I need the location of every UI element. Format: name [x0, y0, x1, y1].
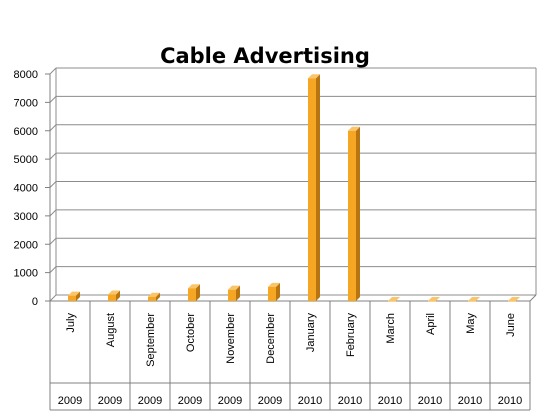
bar-front — [268, 286, 276, 301]
y-tick-label: 4000 — [14, 183, 38, 195]
y-tick-label: 7000 — [14, 97, 38, 109]
x-year-label: 2009 — [258, 395, 282, 407]
bar-top — [188, 284, 200, 289]
x-tick-label: December — [265, 313, 277, 364]
bar-top — [308, 74, 320, 79]
chart-title: Cable Advertising — [160, 44, 370, 68]
gridline-depth — [49, 209, 57, 217]
gridline-depth — [49, 124, 57, 132]
x-tick-label: April — [425, 313, 437, 335]
bar-side — [276, 282, 280, 301]
bar — [468, 297, 480, 302]
x-tick-label: September — [145, 313, 157, 367]
y-tick-label: 1000 — [14, 268, 38, 280]
grid-layer — [49, 67, 537, 302]
bar-top — [228, 285, 240, 290]
bar — [348, 126, 360, 301]
x-year-label: 2009 — [58, 395, 82, 407]
bar-top — [108, 290, 120, 295]
bar — [508, 297, 520, 302]
bar-front — [68, 295, 76, 301]
y-tick-label: 8000 — [14, 69, 38, 81]
bar-top — [388, 297, 400, 301]
x-year-label: 2010 — [498, 395, 522, 407]
bar — [428, 297, 440, 302]
gridline-depth — [49, 67, 57, 75]
gridline-depth — [49, 181, 57, 188]
bar-top — [428, 297, 440, 301]
gridline-depth — [49, 152, 57, 160]
x-year-label: 2010 — [458, 395, 482, 407]
x-tick-label: July — [65, 313, 77, 333]
bar-front — [188, 288, 196, 301]
y-tick-label: 3000 — [14, 211, 38, 223]
x-tick-label: January — [305, 313, 317, 353]
x-tick-label: November — [225, 313, 237, 364]
bar-top — [508, 297, 520, 301]
x-tick-label: June — [505, 313, 517, 337]
bar — [228, 285, 240, 301]
y-tick-label: 0 — [32, 296, 38, 308]
bar-top — [348, 126, 360, 131]
bar-side — [316, 74, 320, 301]
bar-front — [108, 294, 116, 301]
bar-front — [228, 289, 236, 301]
bar-front — [388, 301, 396, 302]
bar — [308, 74, 320, 301]
y-axis-ticks: 0 1000 2000 3000 4000 5000 6000 7000 8000 — [14, 69, 50, 308]
floor-right-edge — [529, 294, 537, 302]
x-tick-label: March — [385, 313, 397, 344]
y-tick-label: 2000 — [14, 239, 38, 251]
bar — [68, 291, 80, 301]
bar — [388, 297, 400, 302]
x-year-label: 2010 — [298, 395, 322, 407]
bar-side — [116, 290, 120, 301]
y-tick-label: 6000 — [14, 126, 38, 138]
x-year-label: 2010 — [378, 395, 402, 407]
bar-side — [236, 285, 240, 301]
bar-side — [156, 292, 160, 301]
bar-top — [268, 282, 280, 287]
bar-side — [76, 291, 80, 301]
y-tick-label: 5000 — [14, 154, 38, 166]
bar-top — [68, 291, 80, 296]
gridline-depth — [49, 96, 57, 103]
x-year-label: 2010 — [418, 395, 442, 407]
bar-top — [468, 297, 480, 301]
gridline-depth — [49, 237, 57, 245]
bar — [108, 290, 120, 301]
x-year-label: 2009 — [138, 395, 162, 407]
bar-side — [196, 284, 200, 301]
x-tick-label: February — [345, 313, 357, 358]
x-year-label: 2010 — [338, 395, 362, 407]
x-axis-labels: July 2009 August 2009 September 2009 October 20… — [49, 301, 531, 411]
x-year-label: 2009 — [178, 395, 202, 407]
bar-front — [428, 301, 436, 302]
x-tick-label: May — [465, 313, 477, 334]
x-tick-label: October — [185, 313, 197, 352]
bar-side — [356, 126, 360, 301]
x-tick-label: August — [105, 313, 117, 347]
bar — [148, 292, 160, 301]
bar-top — [148, 292, 160, 297]
gridline-depth — [49, 294, 57, 302]
bar — [268, 282, 280, 301]
x-year-label: 2009 — [218, 395, 242, 407]
bar-front — [348, 130, 356, 301]
bar-front — [308, 78, 316, 301]
bar-front — [508, 301, 516, 302]
bar — [188, 284, 200, 301]
x-year-label: 2009 — [98, 395, 122, 407]
bar-front — [148, 296, 156, 301]
gridline-depth — [49, 266, 57, 273]
bar-front — [468, 301, 476, 302]
bars — [68, 74, 520, 302]
